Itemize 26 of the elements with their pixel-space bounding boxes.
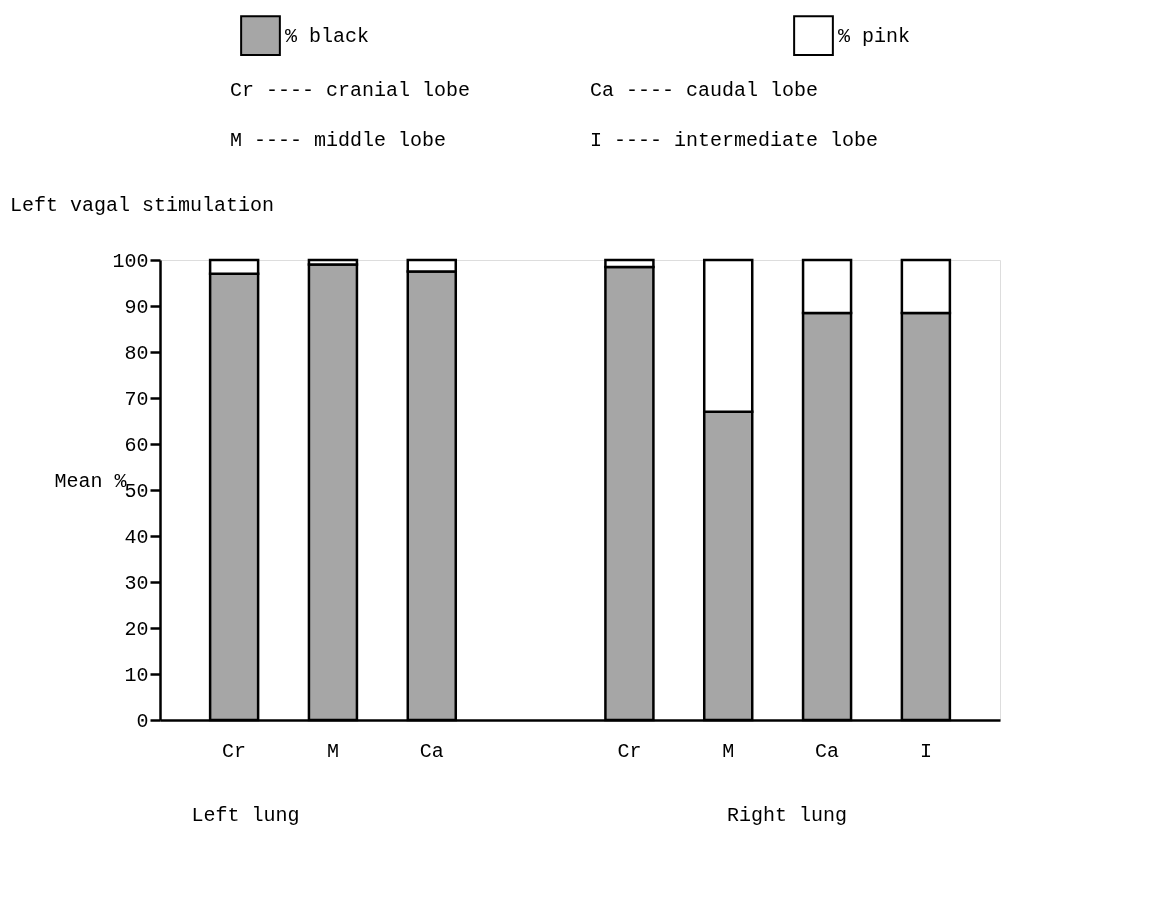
y-tick-label: 30 bbox=[124, 571, 149, 595]
x-tick-label: Ca bbox=[419, 739, 444, 763]
y-tick-label: 40 bbox=[124, 525, 149, 549]
x-tick-label: I bbox=[919, 739, 932, 763]
y-tick-label: 90 bbox=[124, 295, 149, 319]
x-tick-label: M bbox=[326, 739, 339, 763]
legend-label: % pink bbox=[838, 24, 911, 48]
y-tick-label: 80 bbox=[124, 341, 149, 365]
x-tick-label: Cr bbox=[222, 739, 247, 763]
y-tick-label: 60 bbox=[124, 433, 149, 457]
chart-title: Left vagal stimulation bbox=[10, 194, 275, 217]
text: Ca ---- caudal lobe bbox=[590, 79, 819, 102]
x-tick-label: Ca bbox=[815, 739, 840, 763]
y-tick-label: 70 bbox=[124, 387, 149, 411]
y-tick-label: 20 bbox=[124, 617, 149, 641]
y-tick-label: 10 bbox=[124, 663, 149, 687]
text: Left lung bbox=[191, 804, 300, 827]
y-tick-label: 100 bbox=[112, 249, 149, 273]
x-tick-label: Cr bbox=[617, 739, 642, 763]
text: M ---- middle lobe bbox=[230, 129, 447, 152]
text: Right lung bbox=[727, 804, 848, 827]
text: Cr ---- cranial lobe bbox=[230, 79, 471, 102]
y-tick-label: 0 bbox=[136, 709, 149, 733]
legend-label: % black bbox=[285, 24, 370, 48]
text: I ---- intermediate lobe bbox=[590, 129, 879, 152]
x-tick-label: M bbox=[722, 739, 735, 763]
